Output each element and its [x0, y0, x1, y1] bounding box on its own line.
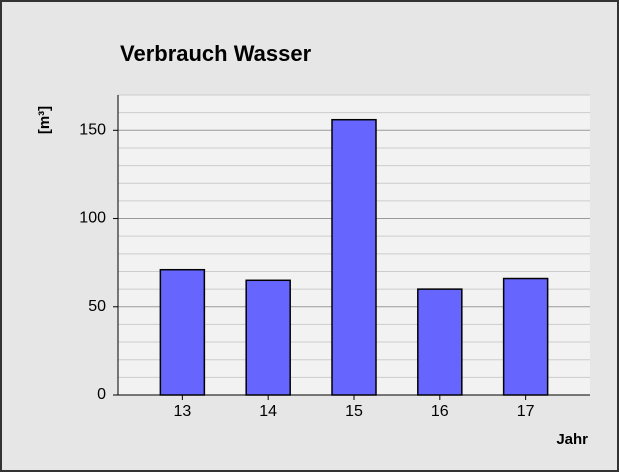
bar [502, 277, 549, 396]
y-tick-label: 0 [97, 386, 106, 403]
x-tick-label: 14 [259, 403, 277, 420]
x-tick-label: 16 [431, 403, 449, 420]
bar [331, 118, 377, 396]
y-tick-label: 150 [79, 122, 106, 139]
chart-title: Verbrauch Wasser [120, 41, 312, 66]
y-tick-label: 50 [88, 298, 106, 315]
x-tick-label: 15 [345, 403, 363, 420]
x-tick-label: 17 [517, 403, 535, 420]
bar [417, 288, 463, 396]
bar [159, 268, 206, 396]
x-tick-label: 13 [173, 403, 191, 420]
bar [245, 279, 291, 396]
y-tick-label: 100 [79, 210, 106, 227]
x-axis-label: Jahr [556, 431, 588, 448]
y-axis-label: [m³] [36, 106, 53, 134]
